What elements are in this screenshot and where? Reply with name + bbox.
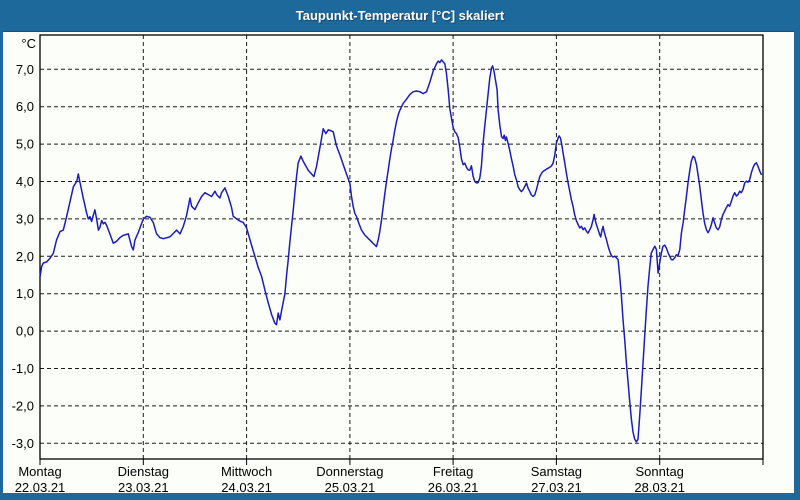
y-tick-label: -3,0 [12, 436, 34, 451]
day-label: Dienstag [118, 464, 169, 479]
window-title-bar: Taupunkt-Temperatur [°C] skaliert [3, 0, 794, 32]
day-label: Montag [18, 464, 61, 479]
y-tick-label: 0,0 [16, 324, 34, 339]
y-tick-label: 7,0 [16, 62, 34, 77]
chart-area: 7,0 6,0 5,0 4,0 3,0 2,0 1,0 0,0 -1,0 -2,0 -3,0 °C Mo… [3, 32, 794, 493]
date-label: 22.03.21 [15, 480, 66, 493]
date-label: 28.03.21 [634, 480, 685, 493]
y-tick-label: 5,0 [16, 137, 34, 152]
day-label: Donnerstag [316, 464, 383, 479]
day-label: Freitag [433, 464, 473, 479]
window-title: Taupunkt-Temperatur [°C] skaliert [295, 8, 505, 23]
plot-frame [39, 34, 764, 460]
y-tick-label: -1,0 [12, 361, 34, 376]
date-label: 26.03.21 [428, 480, 479, 493]
day-label: Mittwoch [221, 464, 272, 479]
y-tick-label: 3,0 [16, 211, 34, 226]
day-label: Samstag [531, 464, 582, 479]
y-tick-label: 1,0 [16, 286, 34, 301]
y-tick-label: 4,0 [16, 174, 34, 189]
y-tick-label: 2,0 [16, 249, 34, 264]
date-label: 23.03.21 [118, 480, 169, 493]
date-label: 25.03.21 [325, 480, 376, 493]
date-label: 27.03.21 [531, 480, 582, 493]
temperature-line [39, 59, 763, 443]
day-label: Sonntag [635, 464, 683, 479]
y-tick-label: 6,0 [16, 99, 34, 114]
dewpoint-line-chart: 7,0 6,0 5,0 4,0 3,0 2,0 1,0 0,0 -1,0 -2,0 -3,0 °C Mo… [12, 34, 764, 493]
y-tick-label: -2,0 [12, 398, 34, 413]
y-axis-unit-label: °C [21, 36, 36, 51]
date-label: 24.03.21 [221, 480, 272, 493]
